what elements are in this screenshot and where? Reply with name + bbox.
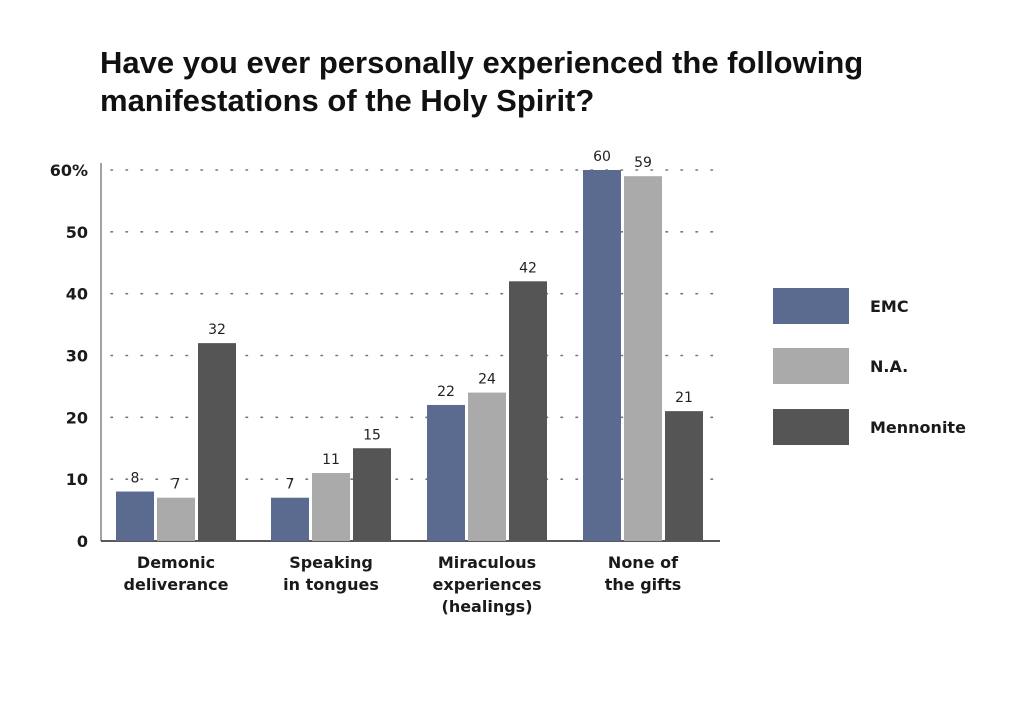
bar-value-label: 21 bbox=[675, 390, 693, 406]
y-tick-label: 0 bbox=[77, 532, 88, 551]
bar bbox=[624, 176, 662, 541]
bar-value-label: 15 bbox=[363, 427, 381, 443]
category-label: the gifts bbox=[605, 575, 682, 594]
y-tick-label: 60% bbox=[50, 161, 88, 180]
bar bbox=[665, 411, 703, 541]
chart-title: Have you ever personally experienced the… bbox=[100, 45, 864, 118]
data-labels: 8 7 22 60 7 11 24 59 32 15 42 21 bbox=[131, 149, 693, 493]
category-label: in tongues bbox=[283, 575, 379, 594]
bar-value-label: 42 bbox=[519, 260, 537, 276]
bar-value-label: 59 bbox=[634, 155, 652, 171]
bar bbox=[312, 472, 350, 541]
y-tick-label: 50 bbox=[66, 223, 88, 242]
bar-value-label: 22 bbox=[437, 384, 455, 400]
bar-value-label: 7 bbox=[172, 477, 181, 493]
category-label: (healings) bbox=[442, 597, 533, 616]
category-label: Demonic bbox=[137, 553, 215, 572]
y-tick-label: 20 bbox=[66, 408, 88, 427]
bar bbox=[353, 448, 391, 541]
category-label: deliverance bbox=[124, 575, 229, 594]
bar-value-label: 60 bbox=[593, 149, 611, 165]
y-tick-label: 10 bbox=[66, 470, 88, 489]
legend-swatch bbox=[773, 348, 849, 384]
y-tick-label: 30 bbox=[66, 347, 88, 366]
category-label: experiences bbox=[433, 575, 542, 594]
legend-label: EMC bbox=[870, 297, 909, 316]
bar bbox=[509, 281, 547, 541]
bar-value-label: 8 bbox=[131, 471, 140, 487]
bar bbox=[198, 343, 236, 541]
y-tick-label: 40 bbox=[66, 285, 88, 304]
bar-value-label: 11 bbox=[322, 452, 340, 468]
bar bbox=[468, 392, 506, 541]
category-labels: Demonic deliverance Speaking in tongues Mira… bbox=[124, 553, 682, 616]
legend: EMC N.A. Mennonite bbox=[773, 288, 966, 445]
bar bbox=[427, 404, 465, 541]
legend-swatch bbox=[773, 288, 849, 324]
bars bbox=[116, 170, 703, 541]
legend-swatch bbox=[773, 409, 849, 445]
legend-label: Mennonite bbox=[870, 418, 966, 437]
category-label: Miraculous bbox=[438, 553, 536, 572]
bar bbox=[116, 491, 154, 541]
category-label: None of bbox=[608, 553, 679, 572]
bar bbox=[157, 497, 195, 541]
bar-value-label: 24 bbox=[478, 372, 496, 388]
legend-label: N.A. bbox=[870, 357, 908, 376]
category-label: Speaking bbox=[289, 553, 373, 572]
bar-value-label: 7 bbox=[286, 477, 295, 493]
bar-value-label: 32 bbox=[208, 322, 226, 338]
bar bbox=[583, 170, 621, 541]
bar bbox=[271, 497, 309, 541]
